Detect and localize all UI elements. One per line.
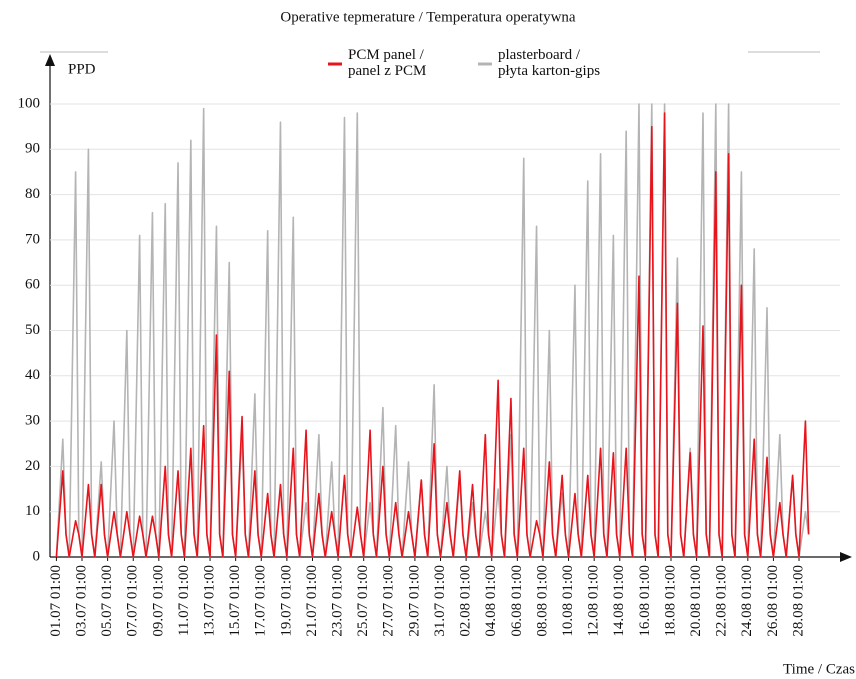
y-tick-label: 100 (18, 95, 41, 111)
series-line (55, 112, 810, 558)
y-tick-label: 20 (25, 458, 40, 474)
x-tick-label: 01.07 01:00 (48, 565, 64, 637)
x-tick-label: 12.08 01:00 (586, 565, 602, 637)
x-tick-label: 14.08 01:00 (611, 565, 627, 637)
x-tick-label: 17.07 01:00 (253, 565, 269, 637)
x-tick-label: 22.08 01:00 (714, 565, 730, 637)
x-tick-label: 20.08 01:00 (688, 565, 704, 637)
y-tick-label: 90 (25, 141, 40, 157)
x-tick-label: 26.08 01:00 (765, 565, 781, 637)
x-tick-label: 25.07 01:00 (355, 565, 371, 637)
x-tick-label: 15.07 01:00 (227, 565, 243, 637)
legend-label: PCM panel / panel z PCM (348, 47, 426, 79)
x-tick-label: 31.07 01:00 (432, 565, 448, 637)
x-tick-label: 08.08 01:00 (534, 565, 550, 637)
y-tick-label: 0 (33, 548, 41, 564)
x-tick-label: 16.08 01:00 (637, 565, 653, 637)
y-tick-label: 50 (25, 322, 40, 338)
x-tick-label: 28.08 01:00 (790, 565, 806, 637)
y-tick-label: 60 (25, 277, 40, 293)
x-tick-label: 10.08 01:00 (560, 565, 576, 637)
legend-label-line: PCM panel / (348, 47, 425, 63)
legend-label-line: panel z PCM (348, 63, 426, 79)
x-tick-label: 18.08 01:00 (662, 565, 678, 637)
y-tick-label: 30 (25, 413, 40, 429)
legend-label-line: płyta karton-gips (498, 63, 600, 79)
y-tick-label: 40 (25, 367, 40, 383)
chart-title: Operative tepmerature / Temperatura oper… (280, 9, 576, 25)
x-tick-label: 21.07 01:00 (304, 565, 320, 637)
x-axis-label: Time / Czas (783, 661, 855, 677)
x-tick-label: 04.08 01:00 (483, 565, 499, 637)
x-tick-label: 03.07 01:00 (73, 565, 89, 637)
x-tick-label: 07.07 01:00 (125, 565, 141, 637)
x-tick-label: 11.07 01:00 (176, 565, 192, 636)
y-axis-arrow (45, 54, 55, 66)
x-tick-label: 06.08 01:00 (509, 565, 525, 637)
x-tick-label: 02.08 01:00 (458, 565, 474, 637)
x-tick-label: 05.07 01:00 (99, 565, 115, 637)
legend-label: plasterboard / płyta karton-gips (498, 47, 600, 79)
x-tick-label: 27.07 01:00 (381, 565, 397, 637)
x-tick-label: 09.07 01:00 (150, 565, 166, 637)
legend-label-line: plasterboard / (498, 47, 581, 63)
x-tick-label: 24.08 01:00 (739, 565, 755, 637)
y-tick-label: 10 (25, 503, 40, 519)
x-tick-label: 13.07 01:00 (201, 565, 217, 637)
grid (50, 103, 840, 513)
x-tick-label: 23.07 01:00 (330, 565, 346, 637)
y-tick-label: 70 (25, 231, 40, 247)
x-axis-arrow (840, 552, 852, 562)
y-axis-label: PPD (68, 61, 96, 77)
x-tick-label: 19.07 01:00 (278, 565, 294, 637)
x-tick-label: 29.07 01:00 (406, 565, 422, 637)
y-tick-label: 80 (25, 186, 40, 202)
